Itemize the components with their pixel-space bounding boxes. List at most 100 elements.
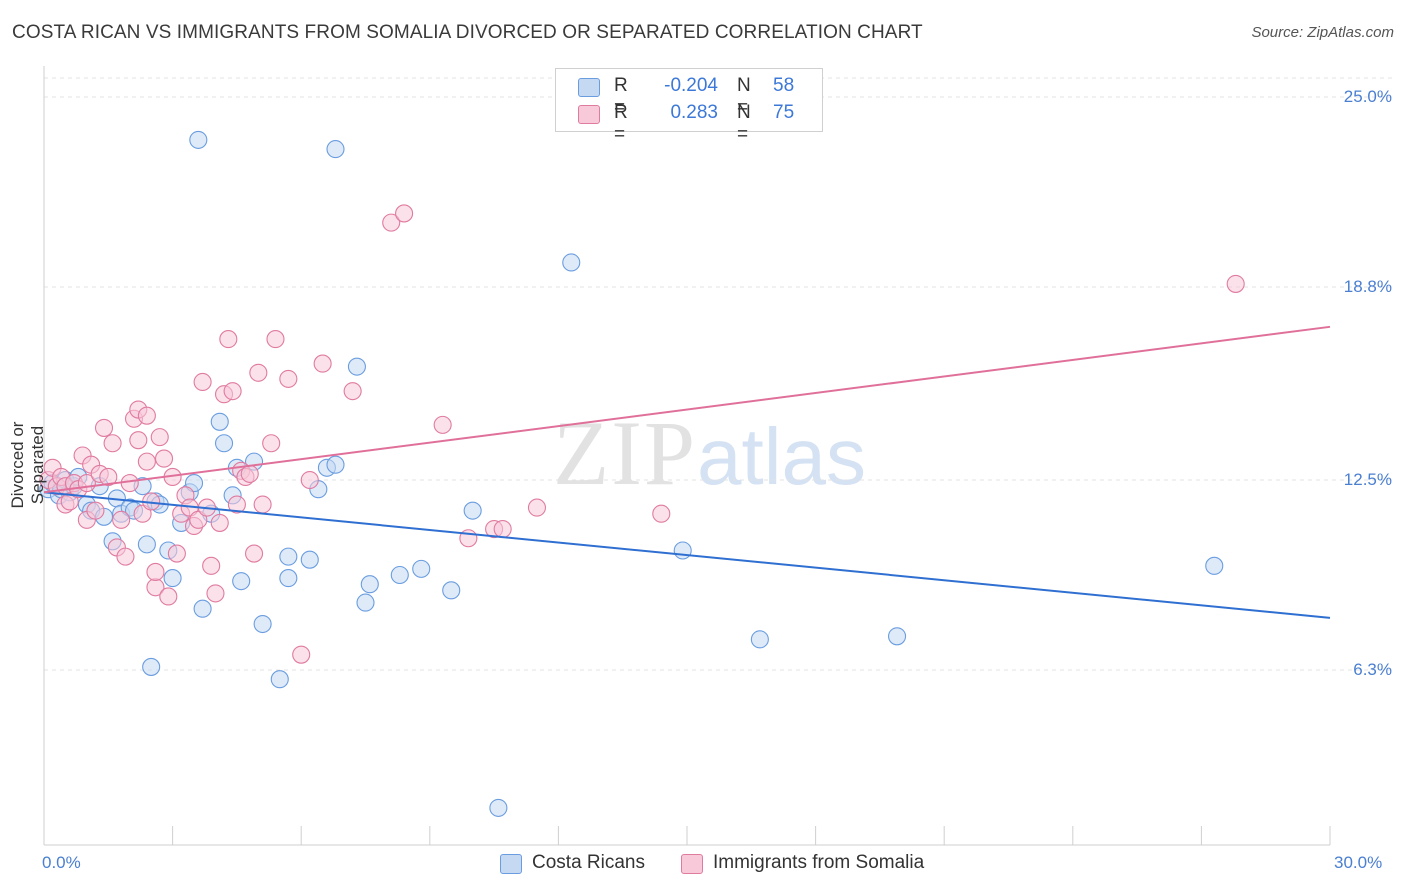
somalia-point xyxy=(159,587,178,606)
costa-rican-point xyxy=(326,140,345,159)
somalia-point xyxy=(137,406,156,425)
costa-rican-point xyxy=(300,550,319,569)
costa-rican-point xyxy=(1205,556,1224,575)
somalia-trend-line xyxy=(43,325,1331,494)
somalia-point xyxy=(249,363,268,382)
somalia-point xyxy=(99,467,118,487)
somalia-point xyxy=(150,428,169,447)
legend-r-value: -0.204 xyxy=(664,75,718,96)
somalia-point xyxy=(343,382,362,401)
somalia-point xyxy=(279,369,298,388)
costa-rican-point xyxy=(442,581,461,600)
somalia-point xyxy=(137,452,156,471)
somalia-point xyxy=(244,544,264,563)
costa-rican-point xyxy=(360,575,379,594)
x-tick-label-min: 0.0% xyxy=(42,853,81,872)
bottom-legend-swatch-blue xyxy=(500,854,522,874)
somalia-point xyxy=(493,519,512,539)
bottom-legend-somalia: Immigrants from Somalia xyxy=(681,852,924,874)
costa-rican-point xyxy=(214,434,234,453)
costa-rican-point xyxy=(463,501,482,520)
somalia-point xyxy=(189,510,208,529)
costa-rican-point xyxy=(347,357,366,376)
somalia-point xyxy=(120,474,139,493)
y-tick-label: 6.3% xyxy=(1353,660,1392,679)
somalia-point xyxy=(219,330,238,349)
legend-n-value: 75 xyxy=(773,102,795,123)
somalia-point xyxy=(382,213,401,232)
somalia-point xyxy=(227,495,246,514)
somalia-point xyxy=(146,562,165,581)
somalia-point xyxy=(167,544,186,563)
somalia-point xyxy=(266,330,285,349)
y-tick-label: 12.5% xyxy=(1343,470,1392,490)
somalia-point xyxy=(60,492,79,511)
y-tick-label: 18.8% xyxy=(1343,276,1392,296)
correlation-legend: R = -0.204 N = 58 R = 0.283 N = 75 xyxy=(555,68,823,145)
costa-rican-point xyxy=(390,565,409,585)
bottom-legend-swatch-pink xyxy=(681,854,703,874)
somalia-point xyxy=(300,470,319,490)
costa-ricans-trend-line xyxy=(43,491,1331,619)
somalia-point xyxy=(395,204,414,223)
somalia-point xyxy=(129,431,148,450)
costa-rican-point xyxy=(326,455,345,474)
legend-n-label: N = xyxy=(737,102,751,145)
costa-rican-point xyxy=(279,547,298,566)
chart-source: Source: ZipAtlas.com xyxy=(1251,24,1394,41)
somalia-point xyxy=(527,498,547,517)
legend-n-label: N = xyxy=(737,75,751,118)
costa-rican-point xyxy=(210,412,229,431)
costa-rican-point xyxy=(562,253,581,272)
somalia-point xyxy=(206,584,225,603)
costa-rican-point xyxy=(137,535,156,554)
watermark: ZIPatlas xyxy=(553,400,866,506)
costa-rican-point xyxy=(489,798,508,817)
somalia-point xyxy=(433,415,452,434)
costa-rican-point xyxy=(270,670,289,689)
somalia-point xyxy=(94,418,114,437)
bottom-legend-costa-ricans: Costa Ricans xyxy=(500,852,645,874)
costa-rican-point xyxy=(189,130,208,149)
costa-rican-point xyxy=(142,657,161,676)
bottom-legend-label: Immigrants from Somalia xyxy=(713,852,925,873)
costa-rican-point xyxy=(356,593,375,612)
y-axis-label: Divorced or Separated xyxy=(8,421,47,509)
somalia-point xyxy=(112,510,131,529)
somalia-point xyxy=(240,464,259,483)
somalia-point xyxy=(86,501,105,520)
watermark-zip: ZIP xyxy=(553,402,697,504)
costa-rican-point xyxy=(193,599,212,618)
legend-n-value: 58 xyxy=(773,75,795,96)
legend-swatch-pink xyxy=(578,105,600,124)
somalia-point xyxy=(223,382,242,401)
somalia-point xyxy=(253,495,272,514)
costa-rican-point xyxy=(253,614,272,634)
somalia-point xyxy=(116,547,135,566)
somalia-point xyxy=(210,513,229,532)
costa-rican-point xyxy=(184,474,204,493)
x-tick-label-max: 30.0% xyxy=(1334,853,1383,872)
costa-rican-point xyxy=(750,630,769,649)
legend-r-label: R = xyxy=(614,102,628,145)
costa-rican-point xyxy=(163,569,182,588)
costa-rican-point xyxy=(412,559,431,578)
somalia-point xyxy=(202,556,221,575)
somalia-point xyxy=(292,645,311,664)
somalia-point xyxy=(262,434,281,453)
bottom-legend-label: Costa Ricans xyxy=(532,852,645,873)
somalia-point xyxy=(133,504,152,523)
legend-r-label: R = xyxy=(614,75,628,118)
chart-title: COSTA RICAN VS IMMIGRANTS FROM SOMALIA D… xyxy=(12,22,923,43)
somalia-point xyxy=(154,449,174,468)
somalia-point xyxy=(1226,274,1245,293)
costa-rican-point xyxy=(673,541,692,560)
legend-swatch-blue xyxy=(578,78,600,97)
legend-r-value: 0.283 xyxy=(670,102,718,123)
somalia-point xyxy=(193,372,212,392)
somalia-point xyxy=(652,504,671,523)
somalia-point xyxy=(313,354,332,373)
watermark-atlas: atlas xyxy=(697,412,866,501)
somalia-point xyxy=(103,434,122,453)
